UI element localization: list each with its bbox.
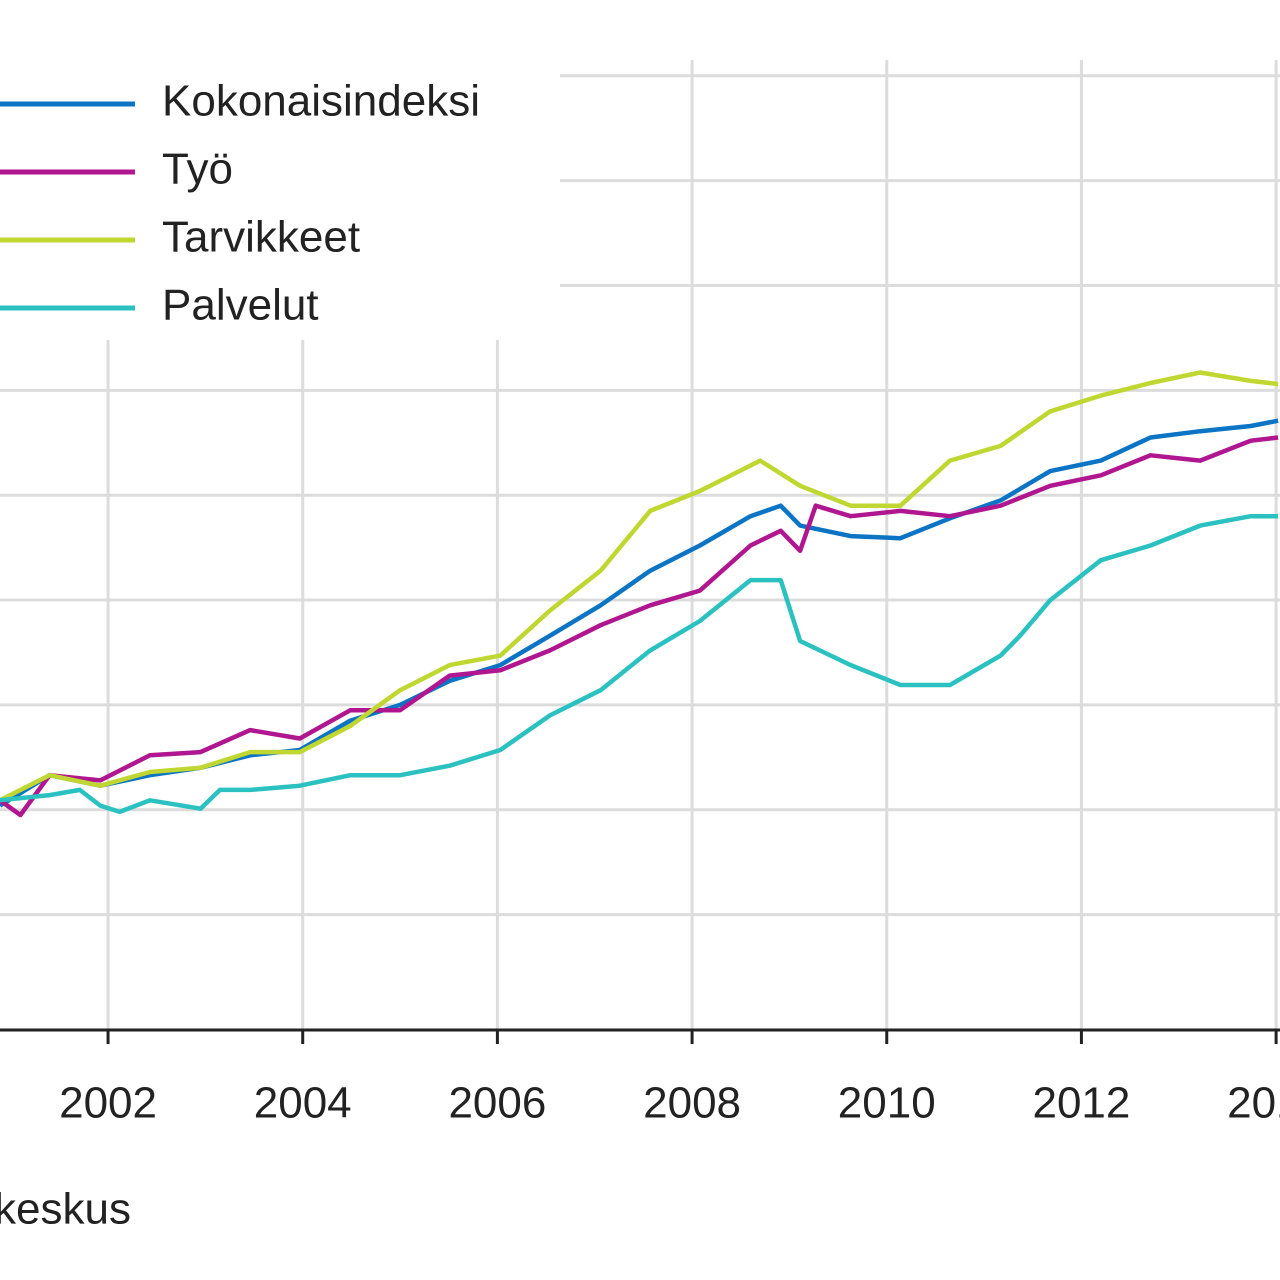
legend: Kokonaisindeksi Työ Tarvikkeet Palvelut bbox=[0, 77, 480, 330]
series-line bbox=[0, 513, 1279, 815]
x-tick-label: 2014 bbox=[1227, 1079, 1280, 1128]
legend-label: Työ bbox=[162, 145, 233, 194]
legend-label: Palvelut bbox=[162, 281, 319, 330]
x-tick-label: 2010 bbox=[838, 1079, 936, 1128]
x-tick-label: 2008 bbox=[643, 1079, 741, 1128]
source-note: keskus bbox=[0, 1185, 131, 1234]
x-tick-label: 2006 bbox=[448, 1079, 546, 1128]
x-tick-label: 2004 bbox=[254, 1079, 352, 1128]
x-tick-label: 2002 bbox=[59, 1079, 157, 1128]
legend-label: Kokonaisindeksi bbox=[162, 77, 480, 126]
plot-lines bbox=[0, 370, 1279, 818]
series-line bbox=[0, 370, 1279, 803]
series-line bbox=[0, 435, 1279, 818]
x-axis: 2002 2004 2006 2008 2010 2012 2014 bbox=[0, 1028, 1280, 1128]
legend-label: Tarvikkeet bbox=[162, 213, 360, 262]
x-tick-label: 2012 bbox=[1032, 1079, 1130, 1128]
